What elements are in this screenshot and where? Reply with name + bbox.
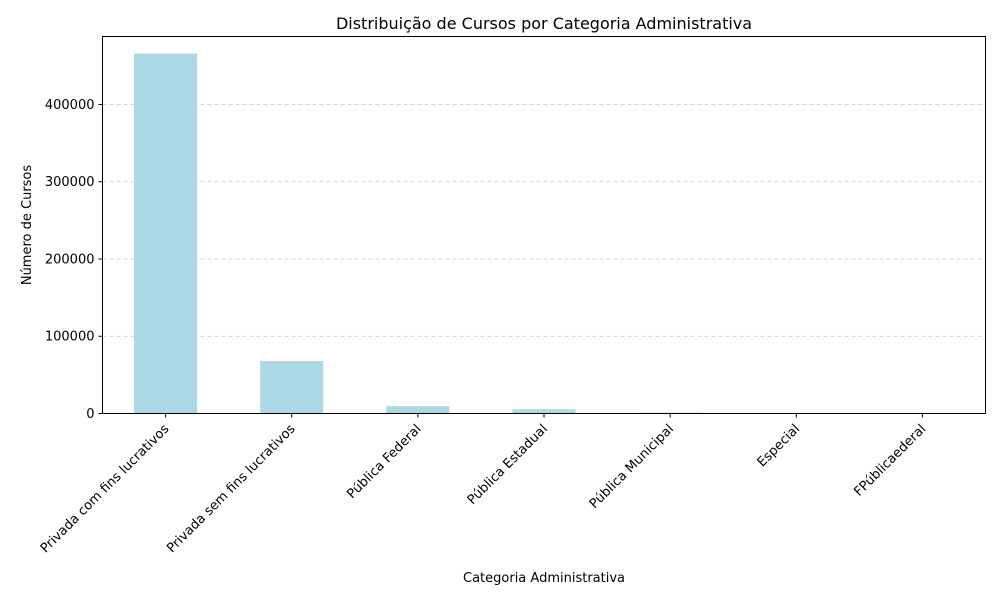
- y-axis-ticks: 0 100000 200000 300000 400000: [45, 98, 103, 422]
- chart-title: Distribuição de Cursos por Categoria Adm…: [336, 14, 752, 33]
- y-tick-label: 100000: [45, 330, 95, 345]
- x-tick-label: FPúblicaederal: [851, 422, 929, 500]
- x-tick-label: Privada sem fins lucrativos: [164, 422, 298, 556]
- bar: [512, 409, 576, 414]
- x-tick-label: Especial: [755, 422, 803, 470]
- grid-lines: [102, 104, 986, 337]
- y-tick-label: 300000: [45, 175, 95, 190]
- y-axis-label: Número de Cursos: [20, 165, 35, 286]
- x-axis-label: Categoria Administrativa: [463, 571, 625, 586]
- plot-frame: [102, 36, 986, 414]
- y-tick-label: 200000: [45, 252, 95, 267]
- x-tick-label: Pública Municipal: [587, 422, 677, 512]
- bar: [134, 53, 198, 414]
- y-tick-label: 0: [86, 407, 94, 422]
- bar: [260, 360, 324, 414]
- x-tick-label: Privada com fins lucrativos: [38, 422, 173, 557]
- y-tick-label: 400000: [45, 98, 95, 113]
- bar: [386, 406, 450, 414]
- x-tick-label: Pública Estadual: [465, 422, 551, 508]
- bars: [134, 53, 954, 414]
- x-tick-label: Pública Federal: [344, 422, 424, 502]
